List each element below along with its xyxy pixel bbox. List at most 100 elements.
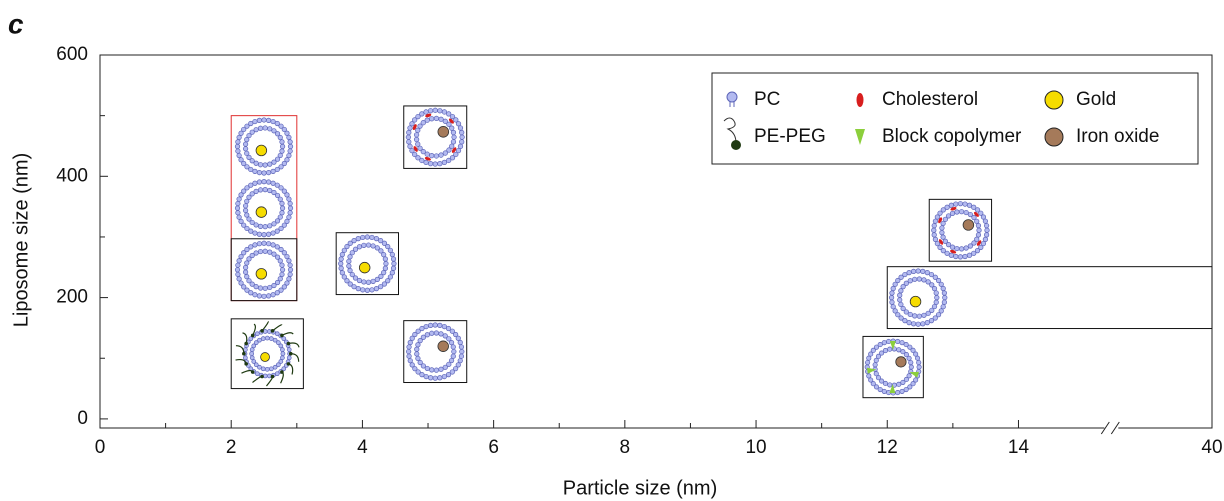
lipid-bead [266, 117, 272, 123]
y-tick-label: 200 [56, 287, 88, 308]
lipid-bead [341, 274, 347, 280]
lipid-bead [921, 312, 927, 318]
lipid-bead [888, 294, 895, 301]
peg-anchor [288, 351, 293, 356]
lipid-bead [915, 321, 921, 327]
lipid-bead [352, 275, 359, 281]
lipid-bead [279, 200, 285, 207]
lipid-bead [409, 362, 415, 368]
lipid-bead [442, 118, 448, 124]
lipid-bead [424, 117, 430, 123]
lipid-bead [287, 148, 293, 154]
lipid-bead [253, 250, 259, 256]
lipid-bead [427, 108, 434, 114]
iron-oxide-particle [895, 356, 907, 368]
lipid-bead [378, 248, 384, 254]
lipid-bead [344, 278, 350, 284]
lipid-bead [895, 277, 901, 284]
lipid-bead [271, 251, 277, 257]
lipid-bead [916, 364, 922, 370]
lipid-bead [974, 218, 980, 224]
lipid-bead [412, 331, 418, 338]
lipid-bead [448, 339, 455, 346]
lipid-bead [360, 234, 366, 241]
lipid-bead [459, 129, 465, 136]
gold-particle [260, 352, 270, 362]
legend-box [711, 72, 1199, 165]
lipid-bead [449, 125, 455, 131]
lipid-bead [267, 161, 273, 167]
lipid-bead [256, 179, 263, 185]
gold-particle [358, 261, 371, 274]
lipid-bead [975, 232, 982, 238]
lipid-bead [280, 347, 285, 353]
cholesterol [413, 146, 418, 152]
lipid-bead [424, 365, 430, 372]
lipid-bead [457, 339, 463, 346]
lipid-bead [249, 158, 255, 164]
lipid-bead [267, 126, 273, 132]
y-axis-title: Liposome size (nm) [10, 153, 32, 328]
peg-anchor [250, 333, 255, 338]
lipid-bead [420, 149, 426, 155]
lipid-bead [441, 109, 448, 115]
lipid-bead [896, 381, 902, 387]
lipid-bead [910, 347, 916, 353]
lipid-bead [978, 244, 984, 250]
lipid-bead [912, 276, 918, 282]
y-tick-label: 600 [56, 44, 88, 65]
lipid-bead [865, 359, 871, 366]
lipid-bead [940, 234, 946, 240]
lipid-bead [437, 375, 443, 381]
lipid-bead [279, 267, 286, 273]
lipid-bead [429, 367, 435, 373]
legend-label: Cholesterol [882, 89, 978, 110]
lipid-bead [971, 250, 977, 256]
lipid-bead [242, 141, 249, 147]
lipid-bead [242, 207, 249, 214]
lipid-bead [274, 156, 281, 162]
lipid-bead [261, 240, 267, 246]
lipid-bead [251, 359, 257, 364]
lipid-bead [455, 362, 461, 368]
lipid-bead [249, 252, 255, 259]
lipid-bead [277, 152, 283, 159]
lipid-bead [244, 137, 250, 143]
lipid-bead [980, 214, 987, 220]
lipid-bead [971, 204, 977, 210]
inset-box [928, 198, 993, 262]
lipid-bead [423, 109, 429, 115]
legend-symbol [855, 129, 865, 145]
lipid-bead [455, 121, 462, 127]
lipid-bead [406, 348, 412, 355]
lipid-bead [249, 355, 255, 361]
cholesterol [938, 239, 944, 245]
lipid-bead [246, 216, 252, 222]
lipid-bead [251, 343, 257, 349]
lipid-bead [949, 244, 956, 250]
lipid-bead [898, 315, 904, 321]
lipid-bead [284, 280, 290, 286]
lipid-bead [257, 248, 264, 255]
lipid-bead [286, 347, 292, 352]
lipid-bead [928, 271, 935, 278]
lipid-bead [438, 152, 444, 158]
lipid-bead [895, 390, 901, 396]
lipid-bead [449, 369, 455, 375]
lipid-bead [957, 201, 964, 207]
lipid-bead [244, 198, 250, 204]
cholesterol [950, 206, 957, 211]
lipid-bead [349, 271, 355, 278]
lipid-bead [287, 262, 293, 268]
lipid-bead [907, 278, 913, 284]
lipid-bead [870, 381, 876, 387]
lipid-bead [958, 209, 965, 215]
peg-anchor [280, 370, 284, 374]
lipid-bead [415, 113, 421, 120]
lipid-bead [881, 388, 887, 394]
lipid-bead [896, 347, 902, 353]
lipid-bead [262, 285, 268, 291]
lipid-bead [241, 160, 247, 167]
lipid-bead [898, 288, 904, 294]
